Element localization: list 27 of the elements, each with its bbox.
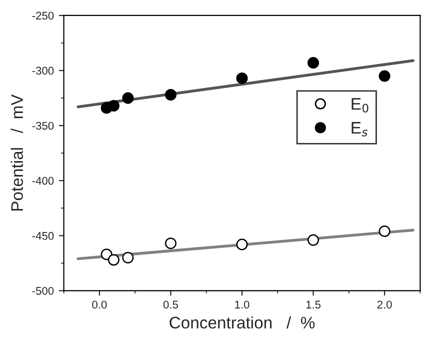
y-tick-label: -450 xyxy=(32,232,54,240)
point xyxy=(108,254,120,266)
y-tick-label: -500 xyxy=(32,286,54,295)
x-tick-label: 2.0 xyxy=(377,300,392,309)
point xyxy=(236,238,248,250)
point xyxy=(378,70,390,82)
y-tick-label: -400 xyxy=(32,176,54,185)
point xyxy=(164,238,176,250)
point xyxy=(122,92,134,104)
point xyxy=(308,234,320,246)
y-axis-title: Potential / mV xyxy=(10,94,23,211)
x-tick-label: 0.5 xyxy=(163,300,178,309)
legend-label: E$_{s}$ xyxy=(352,122,368,136)
point xyxy=(108,100,120,112)
point xyxy=(378,225,390,238)
point xyxy=(308,57,320,69)
point xyxy=(236,72,248,84)
x-axis-title: Concentration / % xyxy=(170,316,315,329)
legend-label: E$_{0}$ xyxy=(352,98,368,113)
point xyxy=(164,88,176,101)
x-tick-label: 1.0 xyxy=(235,300,250,309)
y-tick-label: -250 xyxy=(32,12,54,20)
x-tick-label: 0.0 xyxy=(92,300,107,309)
x-tick-label: 1.5 xyxy=(306,300,321,309)
point xyxy=(122,252,134,264)
y-tick-label: -300 xyxy=(32,66,54,75)
y-tick-label: -350 xyxy=(32,122,54,130)
